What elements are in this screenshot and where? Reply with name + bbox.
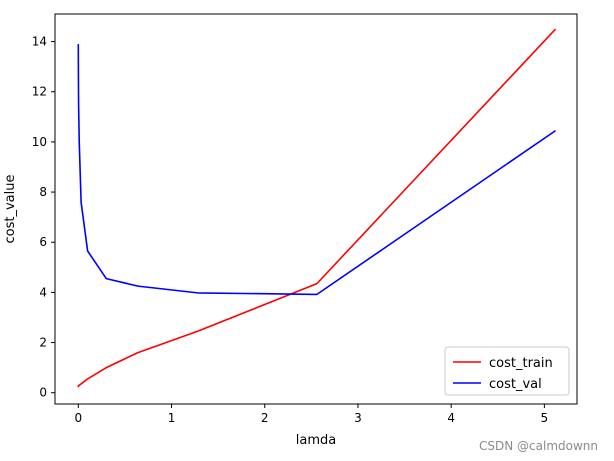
y-axis-label: cost_value [3,175,18,244]
plot-frame [54,13,578,405]
y-tick-label: 0 [39,386,47,400]
legend: cost_train cost_val [444,346,570,396]
watermark: CSDN @calmdownn [479,439,598,453]
x-tick-label: 1 [168,411,176,425]
x-tick-label: 2 [261,411,269,425]
legend-entry: cost_val [489,377,542,392]
x-tick-label: 4 [447,411,455,425]
x-tick-label: 5 [541,411,549,425]
series-lines [77,28,557,388]
y-tick-label: 6 [39,235,47,249]
y-tick-label: 12 [32,85,47,99]
y-tick-label: 8 [39,185,47,199]
x-tick-label: 0 [74,411,82,425]
x-axis-label: lamda [296,433,336,448]
series-line-cost-val [77,44,557,296]
x-tick-label: 3 [354,411,362,425]
y-tick-label: 14 [32,35,47,49]
y-tick-label: 4 [39,285,47,299]
y-tick-label: 10 [32,135,47,149]
y-tick-label: 2 [39,336,47,350]
legend-entry: cost_train [489,356,553,371]
series-line-cost-train [77,28,557,388]
